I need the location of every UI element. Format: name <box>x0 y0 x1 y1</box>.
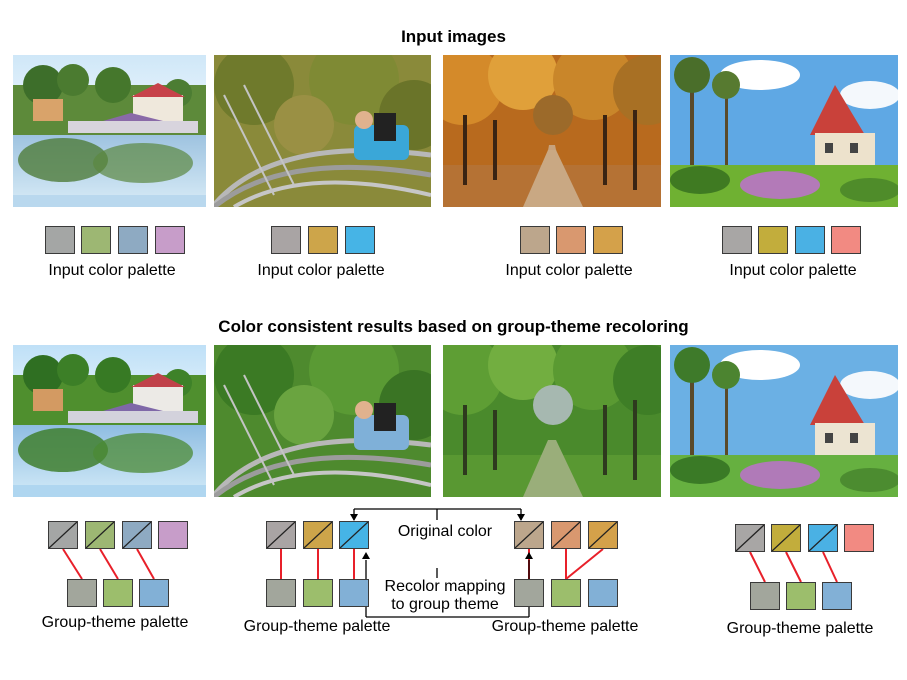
group-theme-swatch <box>588 579 618 607</box>
original-color-swatch <box>771 524 801 552</box>
recolor-mapping-line <box>99 548 119 580</box>
input-photo-coaster <box>214 55 431 207</box>
original-color-swatch <box>588 521 618 549</box>
annotation-arrow-head <box>517 514 525 521</box>
group-theme-swatch <box>514 579 544 607</box>
input-swatch <box>795 226 825 254</box>
input-swatch <box>45 226 75 254</box>
input-swatch <box>520 226 550 254</box>
annotation-arrow-head <box>362 552 370 559</box>
recolor-mapping-label-line2: to group theme <box>391 596 499 613</box>
original-color-label: Original color <box>397 523 493 540</box>
input-images-title: Input images <box>401 27 506 46</box>
results-title: Color consistent results based on group-… <box>218 317 689 336</box>
input-swatch <box>81 226 111 254</box>
input-palette-label: Input color palette <box>257 262 385 279</box>
original-color-swatch <box>844 524 874 552</box>
recolor-mapping-line <box>136 548 155 580</box>
group-theme-swatch <box>303 579 333 607</box>
recolor-mapping-line <box>565 548 604 580</box>
input-palette-label: Input color palette <box>505 262 633 279</box>
original-color-swatch <box>808 524 838 552</box>
result-photo-coaster <box>214 345 431 497</box>
recolor-mapping-line <box>62 548 83 580</box>
input-palette-label: Input color palette <box>729 262 857 279</box>
recolor-mapping-label-line1: Recolor mapping <box>384 578 506 595</box>
group-theme-swatch <box>139 579 169 607</box>
input-swatch <box>118 226 148 254</box>
original-color-swatch <box>514 521 544 549</box>
recolor-mapping-line <box>785 551 802 583</box>
input-palette-label: Input color palette <box>48 262 176 279</box>
original-color-swatch <box>48 521 78 549</box>
original-color-swatch <box>303 521 333 549</box>
input-swatch <box>155 226 185 254</box>
group-theme-palette-label: Group-theme palette <box>41 614 189 631</box>
input-swatch <box>556 226 586 254</box>
group-theme-swatch <box>750 582 780 610</box>
input-photo-lake <box>13 55 206 207</box>
original-color-swatch <box>551 521 581 549</box>
annotation-arrow-head <box>525 552 533 559</box>
original-color-swatch <box>122 521 152 549</box>
group-theme-swatch <box>822 582 852 610</box>
original-color-swatch <box>266 521 296 549</box>
result-photo-lake <box>13 345 206 497</box>
original-color-swatch <box>339 521 369 549</box>
input-swatch <box>758 226 788 254</box>
input-swatch <box>345 226 375 254</box>
annotation-arrow-head <box>350 514 358 521</box>
group-theme-swatch <box>551 579 581 607</box>
result-photo-cottage <box>670 345 898 497</box>
input-swatch <box>271 226 301 254</box>
input-photo-autumn-road <box>443 55 661 207</box>
input-swatch <box>831 226 861 254</box>
input-swatch <box>308 226 338 254</box>
group-theme-swatch <box>103 579 133 607</box>
input-swatch <box>722 226 752 254</box>
original-color-swatch <box>735 524 765 552</box>
group-theme-palette-label: Group-theme palette <box>726 620 874 637</box>
input-swatch <box>593 226 623 254</box>
original-color-swatch <box>158 521 188 549</box>
group-theme-swatch <box>339 579 369 607</box>
recolor-mapping-line <box>822 551 838 583</box>
original-color-swatch <box>85 521 115 549</box>
result-photo-green-road <box>443 345 661 497</box>
group-theme-swatch <box>266 579 296 607</box>
recolor-mapping-line <box>749 551 766 583</box>
group-theme-palette-label: Group-theme palette <box>491 618 639 635</box>
group-theme-swatch <box>786 582 816 610</box>
group-theme-palette-label: Group-theme palette <box>243 618 391 635</box>
group-theme-swatch <box>67 579 97 607</box>
input-photo-cottage <box>670 55 898 207</box>
